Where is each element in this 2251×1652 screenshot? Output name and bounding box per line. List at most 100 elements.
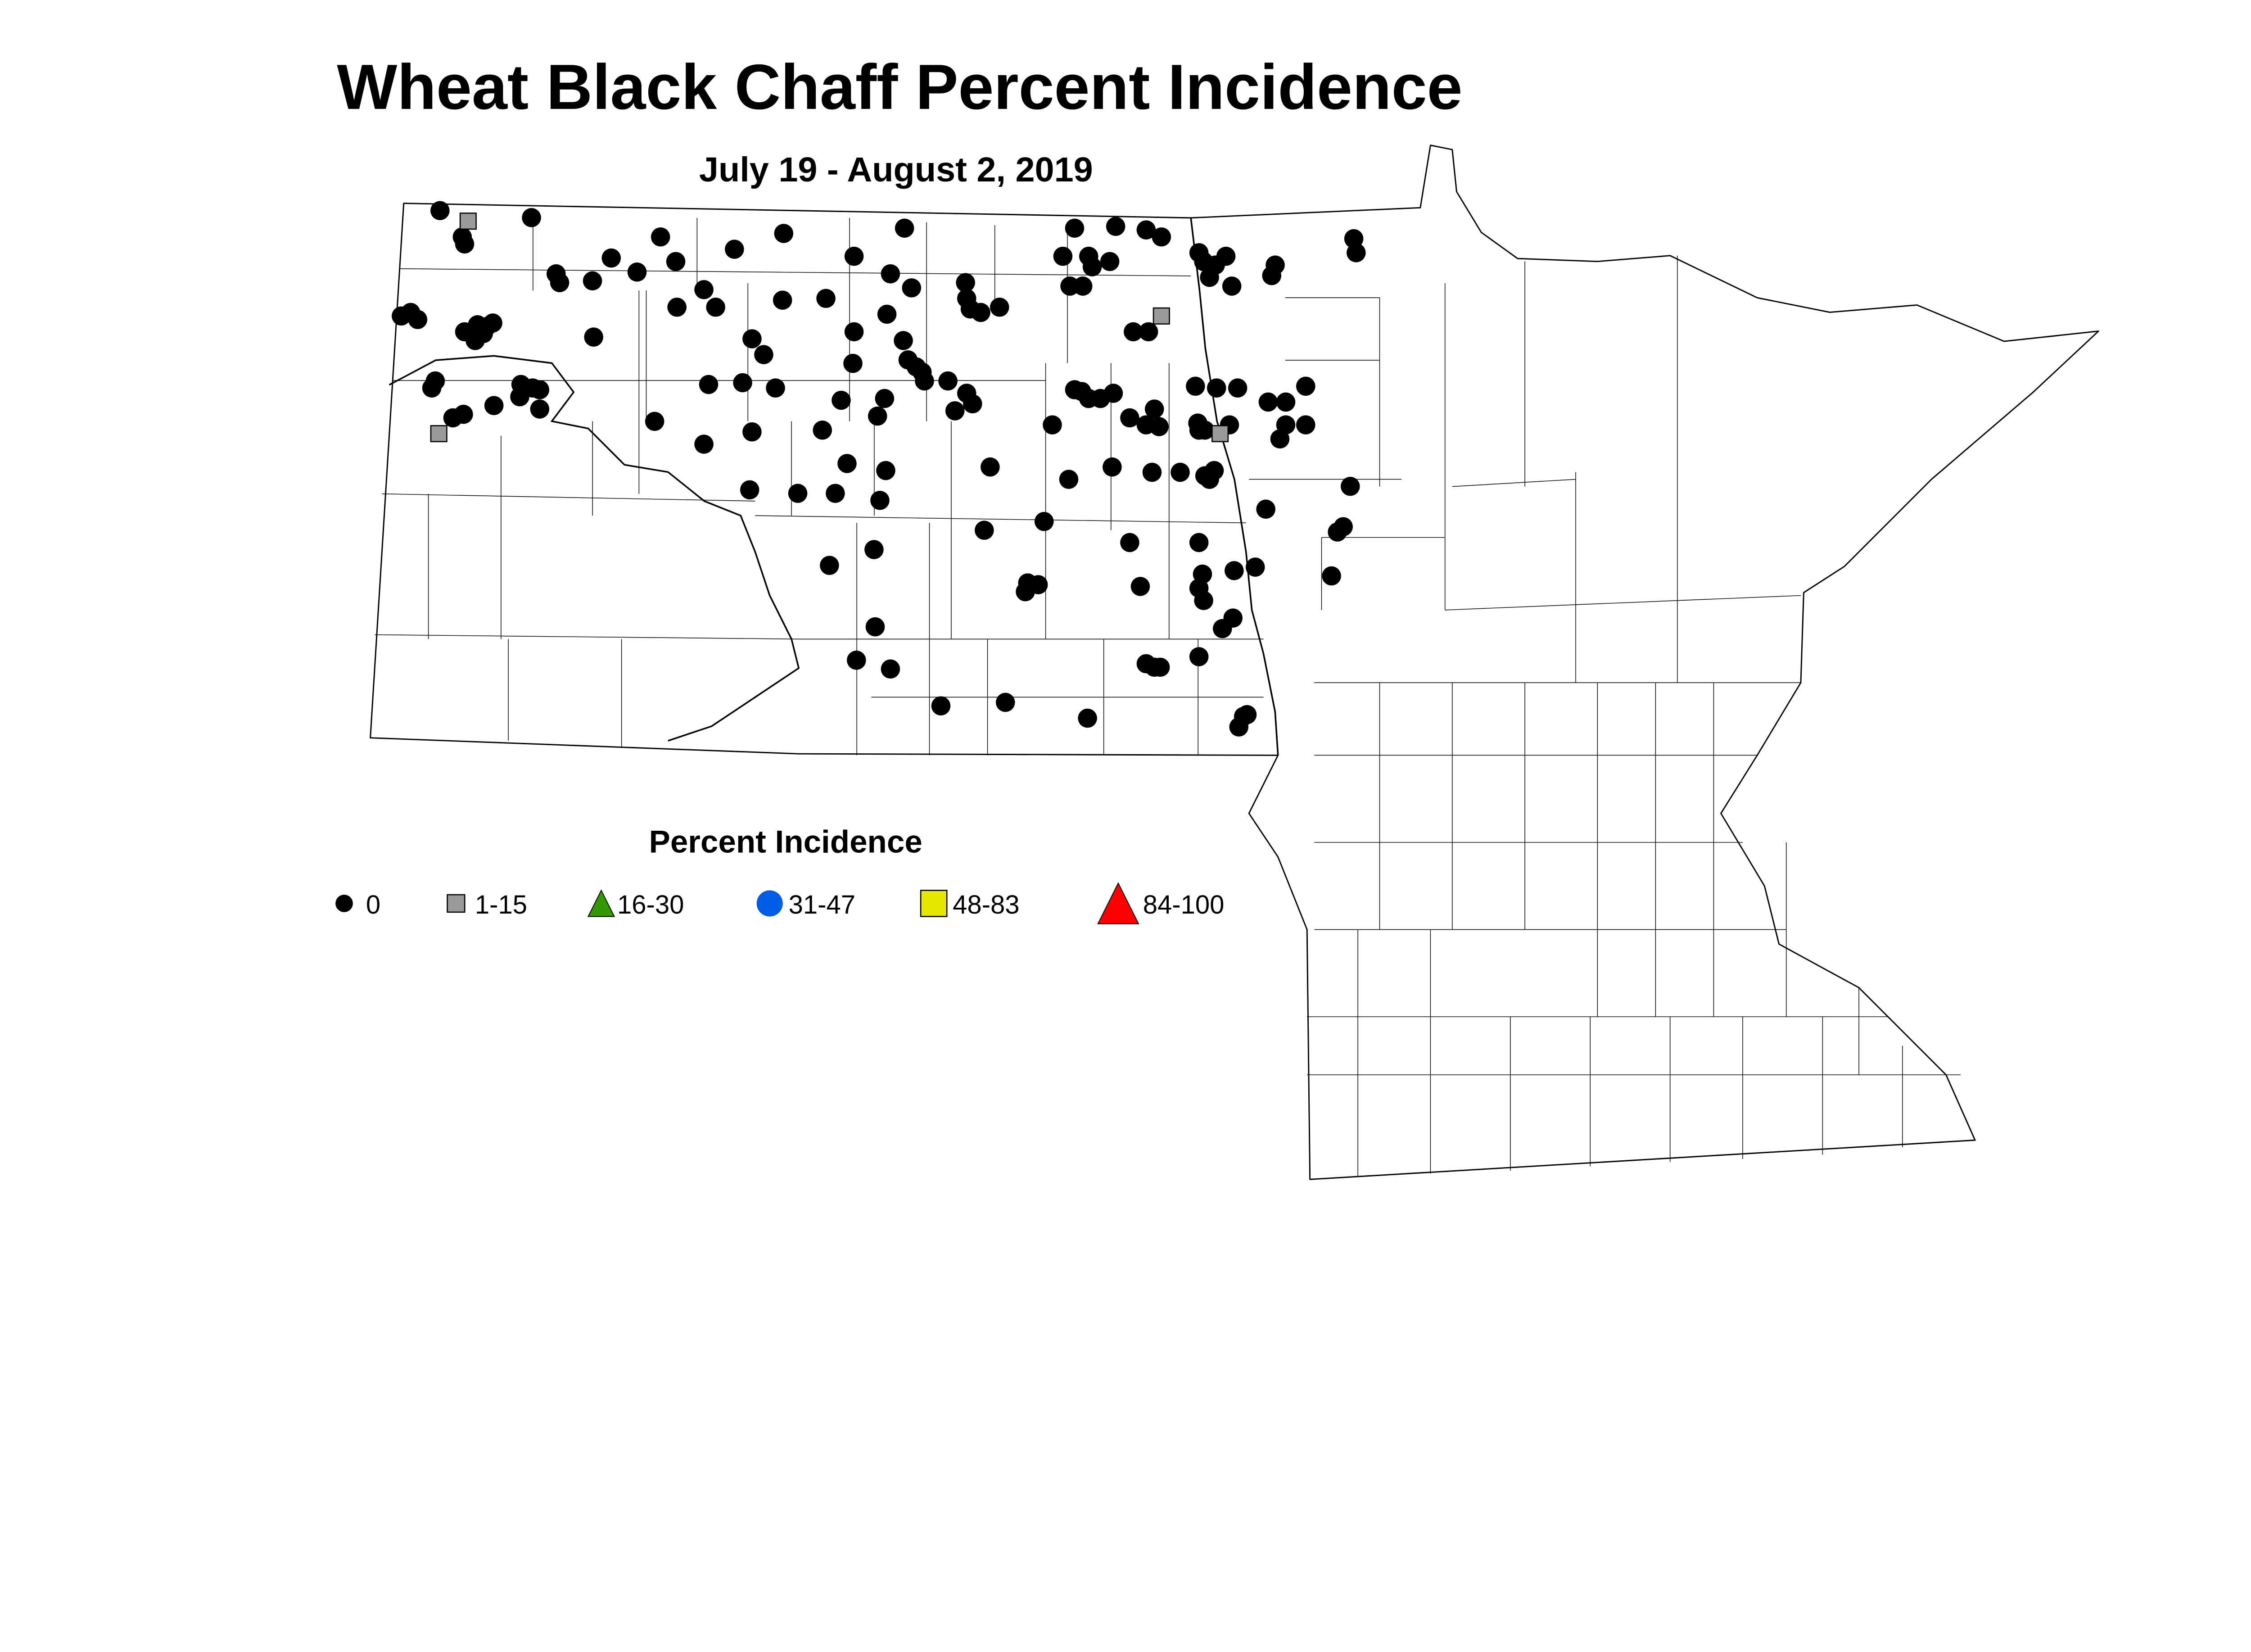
point-0 xyxy=(1189,647,1209,666)
point-0 xyxy=(1120,408,1139,428)
point-0 xyxy=(865,617,885,637)
legend: Percent Incidence 0 1-15 16-30 31-47 48-83 84… xyxy=(335,824,1224,924)
legend-symbol-1-15 xyxy=(447,894,466,913)
point-0 xyxy=(742,422,762,442)
point-0 xyxy=(788,484,808,503)
point-0 xyxy=(1258,392,1278,412)
point-1-15 xyxy=(459,213,477,230)
point-0 xyxy=(847,651,866,670)
point-0 xyxy=(1034,511,1054,531)
point-0 xyxy=(931,696,951,715)
legend-symbol-0 xyxy=(335,895,353,912)
point-0 xyxy=(773,290,792,310)
legend-symbol-31-47 xyxy=(756,890,783,917)
point-0 xyxy=(1296,376,1315,396)
point-0 xyxy=(422,378,442,398)
point-0 xyxy=(774,224,794,243)
point-0 xyxy=(1149,417,1169,436)
point-0 xyxy=(1150,657,1170,677)
point-0 xyxy=(627,262,647,282)
county-lines xyxy=(375,215,1961,1177)
point-0 xyxy=(706,297,725,317)
point-0 xyxy=(1103,457,1122,477)
point-0 xyxy=(601,248,621,268)
point-0 xyxy=(1136,220,1156,240)
point-0 xyxy=(1200,470,1219,489)
point-0 xyxy=(530,380,550,399)
legend-label: 0 xyxy=(366,890,380,919)
state-boundaries xyxy=(370,145,2099,1180)
point-0 xyxy=(1016,582,1035,602)
point-1-15 xyxy=(1211,425,1229,443)
point-0 xyxy=(902,278,922,298)
point-0 xyxy=(870,491,890,510)
point-0 xyxy=(740,480,759,500)
point-0 xyxy=(733,373,752,393)
point-0 xyxy=(694,280,714,299)
point-0 xyxy=(766,378,785,398)
point-0 xyxy=(876,461,895,480)
point-0 xyxy=(813,421,832,440)
point-0 xyxy=(408,310,428,329)
point-0 xyxy=(1245,557,1265,577)
point-0 xyxy=(1341,476,1360,496)
point-0 xyxy=(1139,322,1158,342)
point-0 xyxy=(1123,322,1143,342)
point-0 xyxy=(915,371,934,391)
point-0 xyxy=(1065,218,1085,238)
point-0 xyxy=(1228,378,1248,398)
point-0 xyxy=(1212,619,1232,638)
point-0 xyxy=(1328,522,1347,542)
point-0 xyxy=(645,412,664,431)
point-0 xyxy=(1186,376,1205,396)
point-0 xyxy=(971,303,990,322)
point-0 xyxy=(1256,499,1275,519)
legend-title: Percent Incidence xyxy=(649,824,922,860)
point-0 xyxy=(474,324,493,344)
point-0 xyxy=(1347,243,1366,263)
point-0 xyxy=(956,273,975,292)
legend-label: 16-30 xyxy=(617,890,684,919)
point-0 xyxy=(754,345,773,364)
point-0 xyxy=(1322,566,1341,586)
legend-symbol-48-83 xyxy=(920,890,948,917)
point-0 xyxy=(895,218,914,238)
map-title: Wheat Black Chaff Percent Incidence xyxy=(337,52,1462,123)
point-0 xyxy=(868,406,887,426)
legend-label: 31-47 xyxy=(789,890,855,919)
incidence-map: Wheat Black Chaff Percent Incidence July… xyxy=(335,52,2099,1180)
point-0 xyxy=(1152,227,1171,247)
point-0 xyxy=(550,273,570,292)
point-0 xyxy=(1229,717,1249,737)
point-0 xyxy=(694,434,714,454)
point-0 xyxy=(1106,217,1126,236)
legend-label: 1-15 xyxy=(475,890,527,919)
point-0 xyxy=(1194,591,1213,610)
point-0 xyxy=(1270,429,1290,449)
point-0 xyxy=(820,556,839,575)
point-0 xyxy=(995,692,1015,712)
point-0 xyxy=(1130,577,1150,596)
point-0 xyxy=(1296,415,1315,434)
point-0 xyxy=(990,297,1009,317)
point-0 xyxy=(1262,266,1282,285)
point-1-15 xyxy=(430,425,447,443)
point-0 xyxy=(1222,276,1242,296)
point-0 xyxy=(1078,708,1097,728)
point-0 xyxy=(1082,257,1102,276)
point-0 xyxy=(945,401,965,421)
point-0 xyxy=(1043,415,1062,434)
rivers xyxy=(389,217,1279,756)
point-0 xyxy=(725,240,744,259)
point-0 xyxy=(443,408,463,428)
point-0 xyxy=(975,520,994,540)
red-river xyxy=(1190,217,1279,756)
map-subtitle: July 19 - August 2, 2019 xyxy=(699,150,1093,189)
point-0 xyxy=(1144,399,1164,419)
point-0 xyxy=(816,289,836,308)
point-0 xyxy=(1103,384,1123,403)
point-0 xyxy=(484,396,504,415)
point-0 xyxy=(963,394,982,414)
point-0 xyxy=(1100,252,1120,272)
point-0 xyxy=(844,322,864,342)
